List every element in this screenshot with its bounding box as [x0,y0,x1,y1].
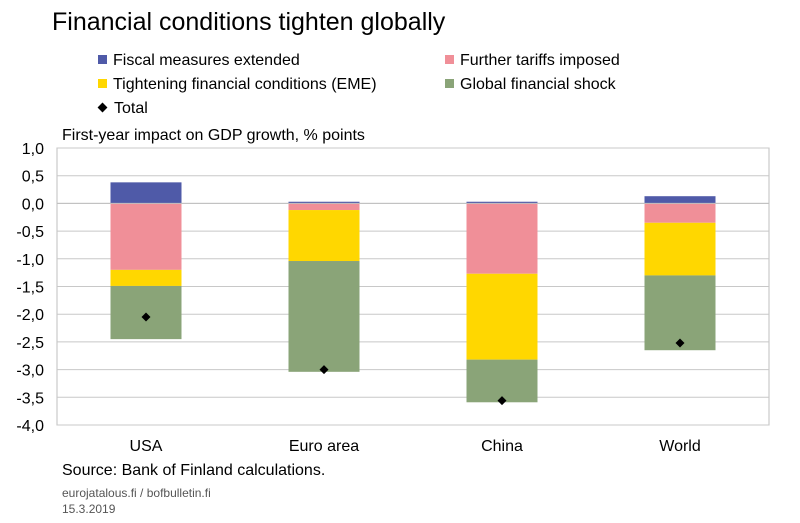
bar-segment-2 [466,203,538,274]
legend-swatch-eme [98,79,107,88]
bar-segment-1 [288,201,360,204]
x-tick-label: World [659,438,701,455]
y-tick-label: 0,5 [22,169,44,186]
bar-segment-3 [466,273,538,360]
bar-segment-4 [466,359,538,403]
legend-item-tariffs: Further tariffs imposed [445,52,620,70]
bar-segment-4 [288,261,360,372]
legend-label: Fiscal measures extended [113,52,300,69]
bar-segment-1 [466,201,538,204]
y-tick-label: -0,5 [16,224,44,241]
y-tick-label: -1,5 [16,280,44,297]
chart-title: Financial conditions tighten globally [52,8,446,36]
y-tick-label: -1,0 [16,252,44,269]
legend: Fiscal measures extended Further tariffs… [0,0,800,130]
legend-swatch-fiscal [98,55,107,64]
legend-label: Tightening financial conditions (EME) [113,76,377,93]
source-note: Source: Bank of Finland calculations. [62,462,326,479]
legend-item-eme: Tightening financial conditions (EME) [98,76,377,94]
total-marker [675,338,685,348]
legend-label: Further tariffs imposed [460,52,620,69]
y-tick-label: 0,0 [22,196,44,213]
bar-segment-2 [644,203,716,223]
footer-site: eurojatalous.fi / bofbulletin.fi [62,486,211,500]
bar-segment-3 [288,210,360,262]
y-tick-label: -3,0 [16,363,44,380]
x-tick-label: Euro area [289,438,359,455]
y-tick-label: -4,0 [16,418,44,435]
y-tick-label: 1,0 [22,141,44,158]
total-marker [497,396,507,406]
total-marker [141,312,151,322]
bar-segment-3 [644,222,716,276]
legend-item-shock: Global financial shock [445,76,616,94]
footer-date: 15.3.2019 [62,502,116,516]
x-tick-label: China [481,438,523,455]
y-tick-label: -2,5 [16,335,44,352]
legend-swatch-tariffs [445,55,454,64]
bar-segment-2 [288,203,360,211]
bar-segment-1 [110,182,182,204]
legend-item-total: Total [97,100,148,118]
bar-segment-4 [644,275,716,351]
chart-subtitle: First-year impact on GDP growth, % point… [62,127,365,144]
legend-swatch-shock [445,79,454,88]
x-tick-label: USA [130,438,163,455]
bar-segment-1 [644,196,716,204]
legend-item-fiscal: Fiscal measures extended [98,52,300,70]
legend-label: Total [114,100,148,117]
legend-label: Global financial shock [460,76,616,93]
bar-segment-2 [110,203,182,270]
y-tick-label: -2,0 [16,307,44,324]
total-marker [319,365,329,375]
bar-segment-3 [110,269,182,286]
y-tick-label: -3,5 [16,390,44,407]
